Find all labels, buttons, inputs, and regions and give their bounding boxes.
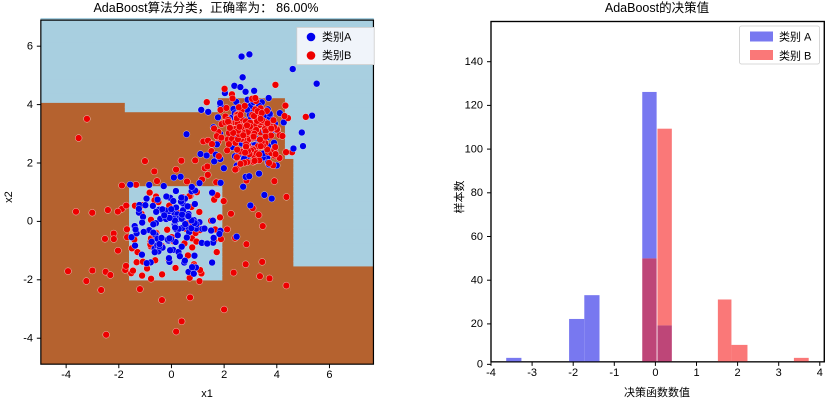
svg-text:类别 A: 类别 A xyxy=(779,30,812,44)
svg-text:4: 4 xyxy=(27,99,33,111)
svg-text:4: 4 xyxy=(817,367,823,379)
svg-text:-4: -4 xyxy=(23,333,33,345)
svg-text:100: 100 xyxy=(465,143,483,155)
svg-text:-1: -1 xyxy=(609,367,619,379)
svg-text:类别B: 类别B xyxy=(322,48,351,62)
svg-text:120: 120 xyxy=(465,100,483,112)
svg-text:1: 1 xyxy=(693,367,699,379)
svg-text:样本数: 样本数 xyxy=(452,181,466,214)
svg-text:2: 2 xyxy=(735,367,741,379)
svg-text:140: 140 xyxy=(465,56,483,68)
svg-text:-2: -2 xyxy=(568,367,578,379)
svg-text:6: 6 xyxy=(326,369,332,381)
svg-text:6: 6 xyxy=(27,41,33,53)
svg-text:x2: x2 xyxy=(3,191,15,203)
svg-text:40: 40 xyxy=(471,275,483,287)
svg-text:-4: -4 xyxy=(486,367,496,379)
svg-text:决策函数数值: 决策函数数值 xyxy=(624,385,690,399)
svg-text:3: 3 xyxy=(776,367,782,379)
svg-text:-3: -3 xyxy=(527,367,537,379)
svg-text:60: 60 xyxy=(471,231,483,243)
svg-text:类别 B: 类别 B xyxy=(779,49,811,63)
svg-text:-2: -2 xyxy=(23,274,33,286)
svg-text:20: 20 xyxy=(471,318,483,330)
svg-text:x1: x1 xyxy=(201,388,213,400)
svg-text:0: 0 xyxy=(27,216,33,228)
svg-text:2: 2 xyxy=(27,157,33,169)
svg-text:AdaBoost的决策值: AdaBoost的决策值 xyxy=(605,0,709,15)
svg-text:0: 0 xyxy=(168,369,174,381)
svg-text:0: 0 xyxy=(477,359,483,371)
svg-text:-4: -4 xyxy=(61,369,71,381)
svg-text:0: 0 xyxy=(652,367,658,379)
svg-text:类别A: 类别A xyxy=(322,30,352,44)
svg-text:AdaBoost算法分类，正确率为： 86.00%: AdaBoost算法分类，正确率为： 86.00% xyxy=(93,0,318,15)
svg-text:2: 2 xyxy=(221,369,227,381)
svg-text:-2: -2 xyxy=(114,369,124,381)
svg-text:4: 4 xyxy=(274,369,280,381)
svg-text:80: 80 xyxy=(471,187,483,199)
